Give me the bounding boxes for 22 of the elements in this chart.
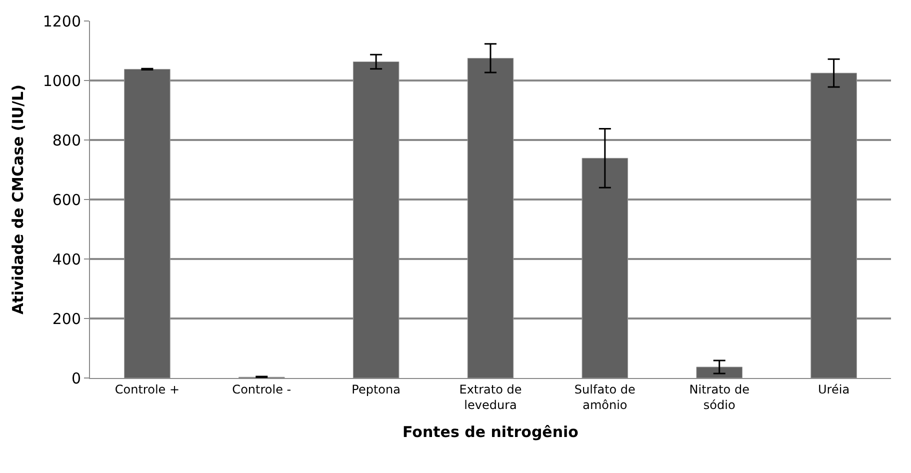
bar	[352, 62, 400, 378]
x-tick-label: Controle +	[114, 382, 180, 396]
y-tick-label: 400	[52, 250, 81, 268]
x-tick-label: Uréia	[818, 382, 850, 396]
y-tick-label: 200	[52, 310, 81, 328]
y-axis-title: Atividade de CMCase (IU/L)	[9, 84, 28, 314]
y-tick-label: 800	[52, 131, 81, 150]
y-tick-label: 0	[71, 369, 81, 388]
x-tick-label: Sulfato de amônio	[574, 382, 636, 412]
y-tick-label: 1000	[42, 72, 81, 90]
x-tick-label: Controle -	[232, 382, 292, 396]
x-tick-label: Extrato de levedura	[459, 382, 522, 412]
x-tick-label: Peptona	[352, 382, 400, 396]
bar	[582, 158, 628, 378]
bar	[124, 68, 170, 378]
x-axis-title: Fontes de nitrogênio	[402, 423, 578, 441]
x-tick-label: Nitrato de sódio	[689, 382, 750, 412]
bar	[467, 58, 514, 378]
y-tick-label: 600	[52, 190, 81, 209]
bar	[696, 366, 742, 378]
y-tick-label: 1200	[42, 12, 81, 30]
bar	[810, 72, 857, 378]
